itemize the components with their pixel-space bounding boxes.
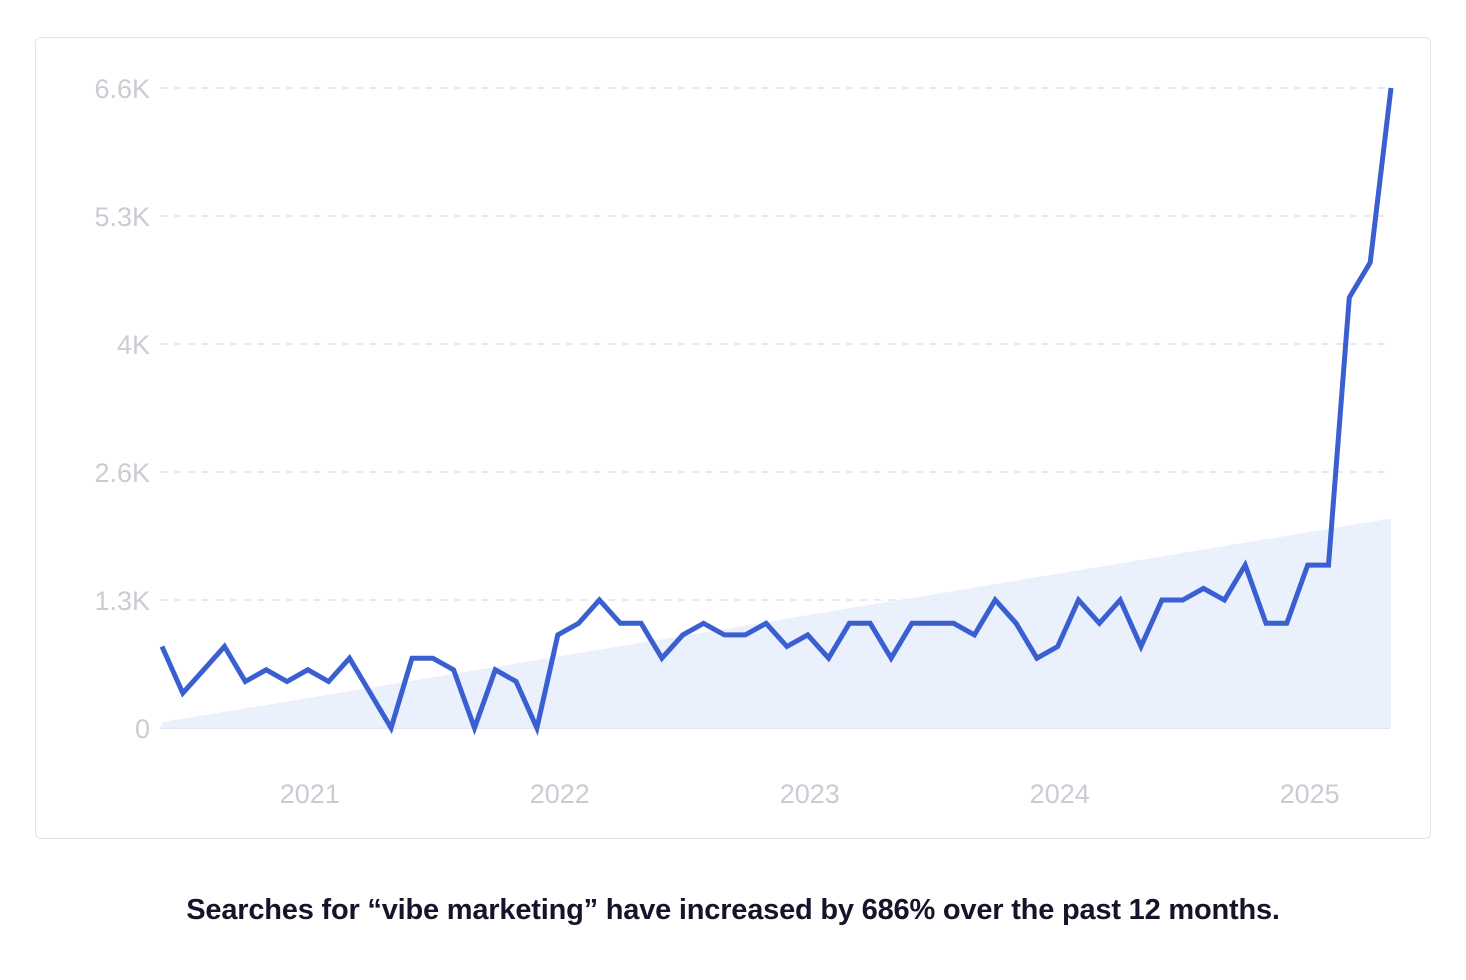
y-tick-label: 5.3K <box>94 202 150 232</box>
x-tick-label: 2022 <box>530 779 590 809</box>
x-tick-label: 2025 <box>1280 779 1340 809</box>
series-line <box>159 87 1394 736</box>
x-tick-label: 2021 <box>280 779 340 809</box>
y-tick-label: 1.3K <box>94 586 150 616</box>
line-chart: 0 1.3K 2.6K 4K 5.3K 6.6K 2021 2022 2023 2024 2025 <box>94 74 1394 809</box>
y-axis: 0 1.3K 2.6K 4K 5.3K 6.6K <box>94 74 150 744</box>
trend-area <box>162 518 1391 728</box>
x-tick-label: 2023 <box>780 779 840 809</box>
y-tick-label: 0 <box>135 714 150 744</box>
x-axis: 2021 2022 2023 2024 2025 <box>280 779 1340 809</box>
y-tick-label: 2.6K <box>94 458 150 488</box>
series-layer <box>159 87 1394 736</box>
chart-caption: Searches for “vibe marketing” have incre… <box>186 894 1280 926</box>
y-tick-label: 4K <box>117 330 150 360</box>
trend-area-layer <box>162 518 1391 728</box>
x-tick-label: 2024 <box>1030 779 1090 809</box>
y-tick-label: 6.6K <box>94 74 150 104</box>
